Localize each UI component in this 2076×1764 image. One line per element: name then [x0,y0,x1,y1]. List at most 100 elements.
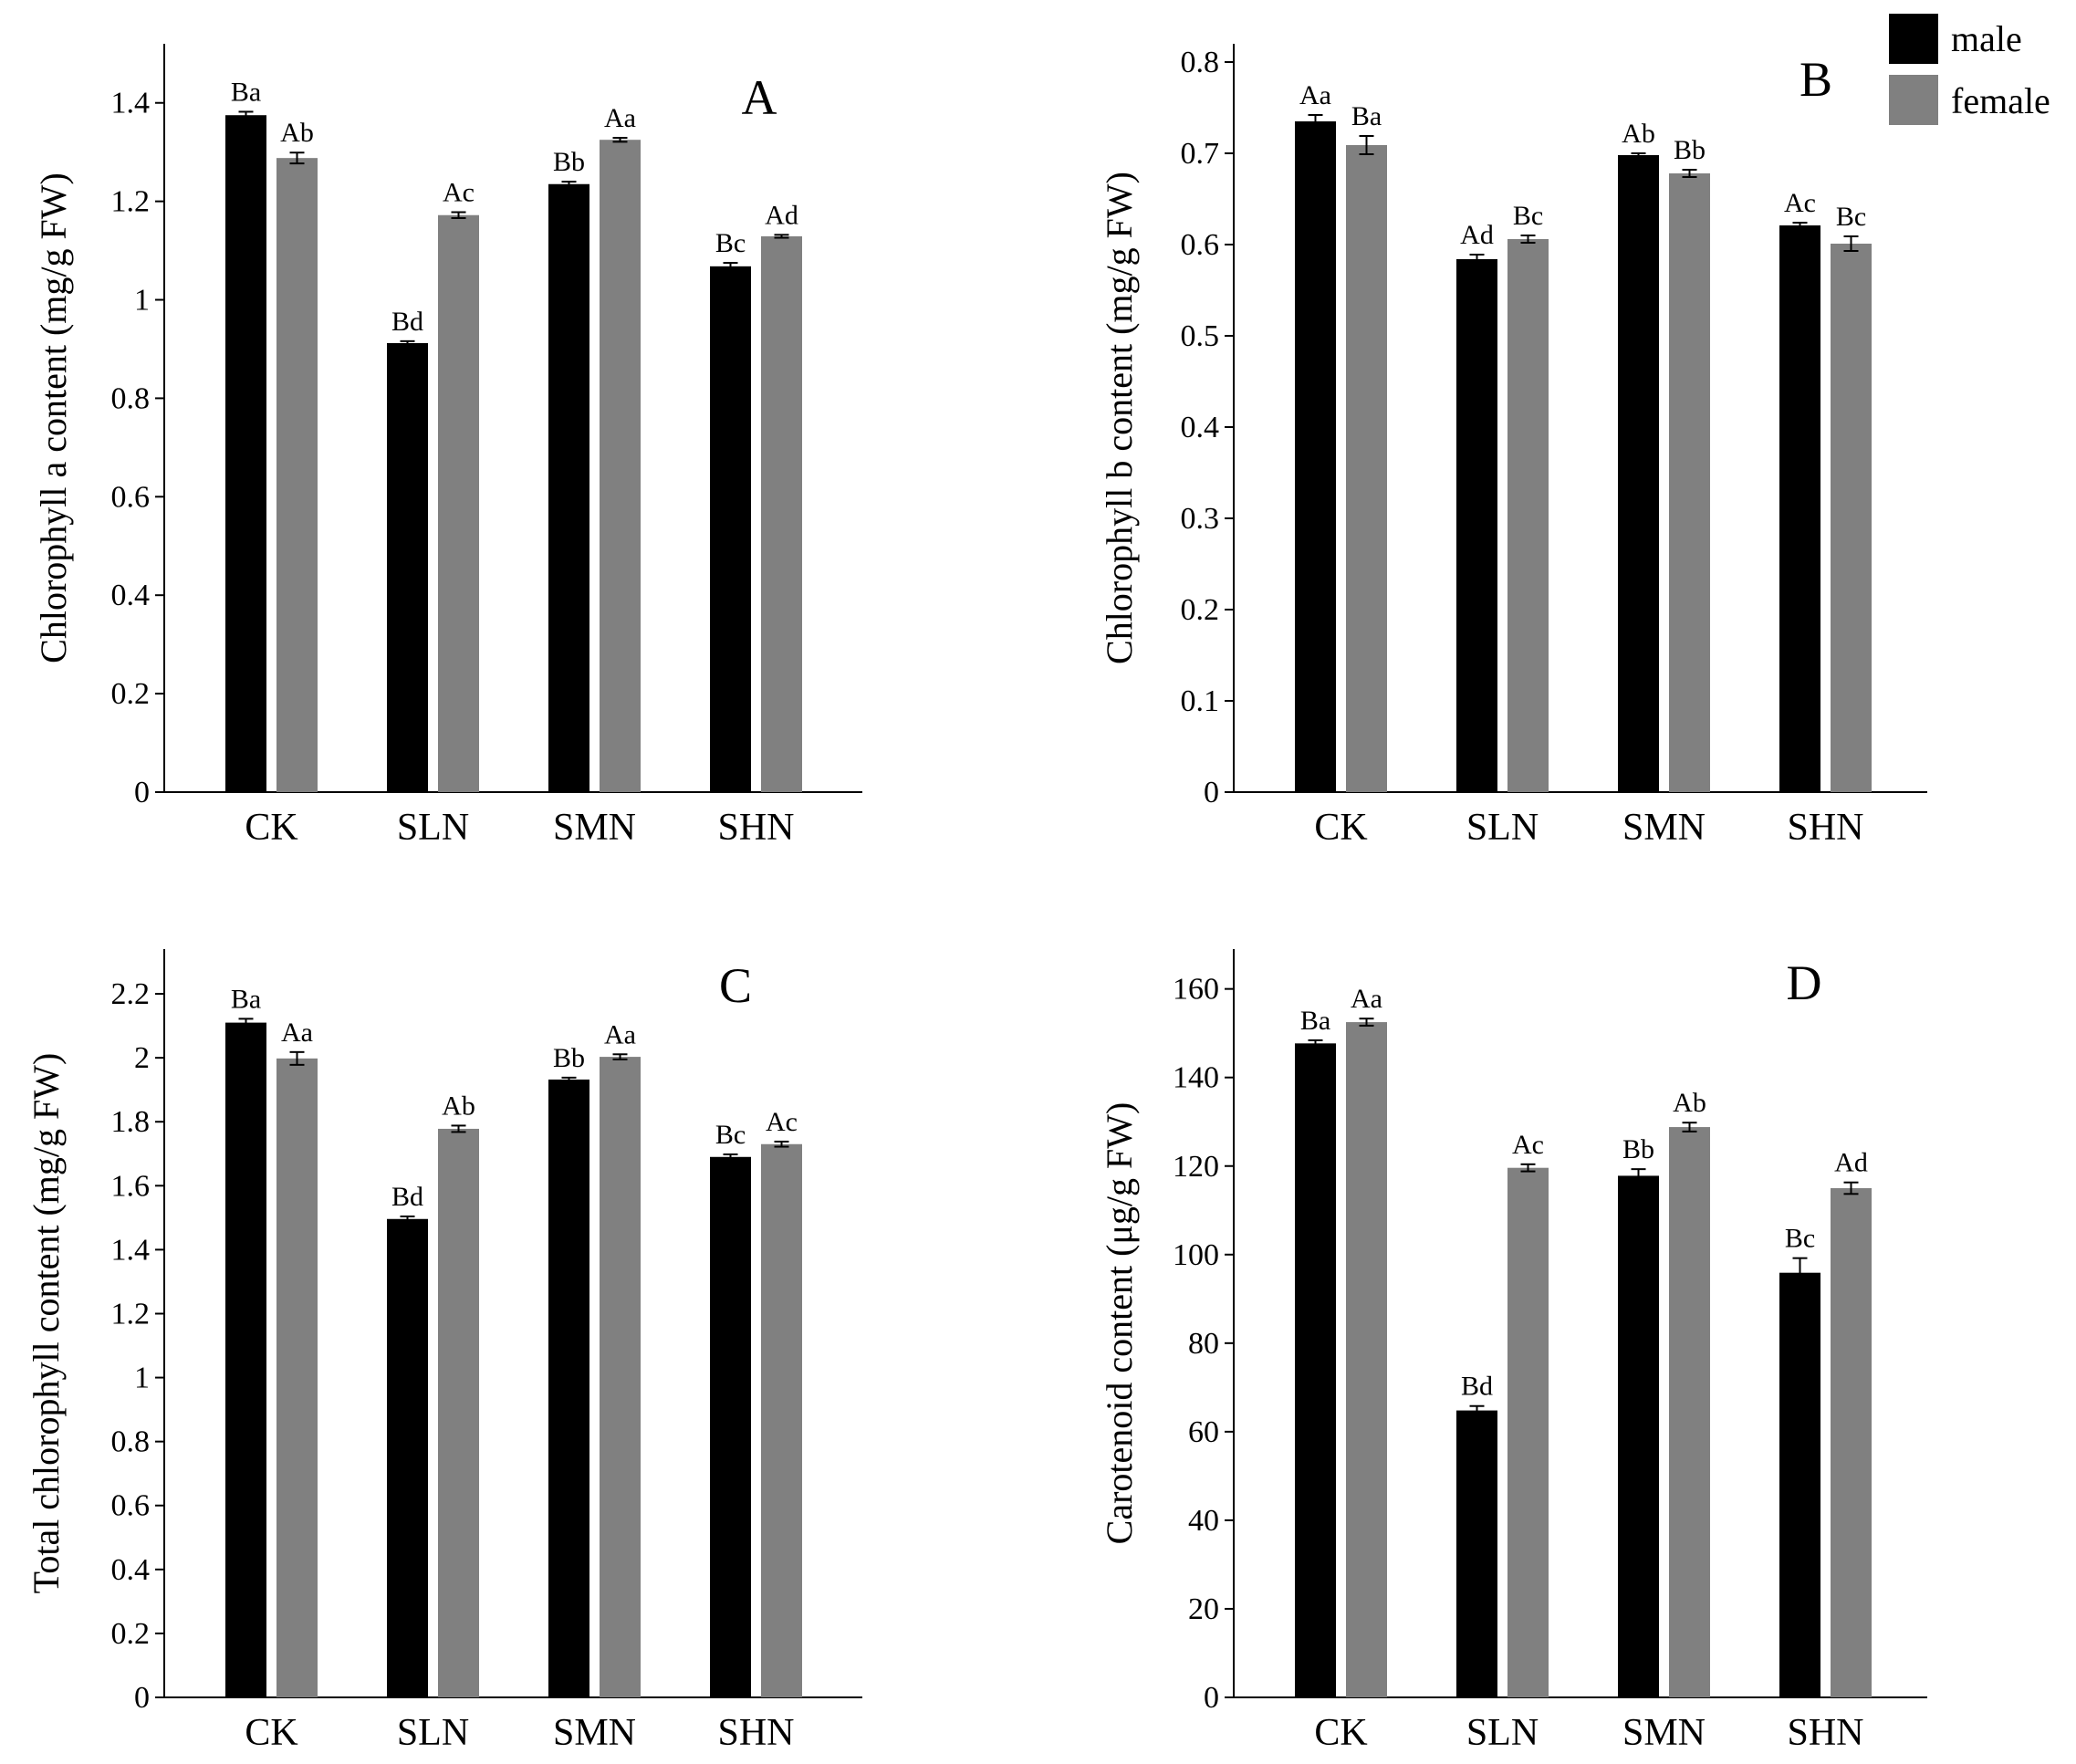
bar-male-shn [1779,1272,1820,1697]
significance-label: Ad [1834,1148,1868,1178]
y-tick-label: 2 [134,1041,150,1075]
bar-male-smn [548,183,589,792]
y-tick-label: 100 [1173,1238,1219,1272]
bar-female-sln [1507,239,1549,792]
bar-male-ck [1295,1043,1336,1697]
y-tick-label: 0.8 [111,1425,151,1459]
x-tick-label-sln: SLN [1466,1712,1539,1754]
significance-label: Bb [1674,135,1706,165]
significance-label: Bb [553,147,585,177]
significance-label: Aa [1351,984,1382,1014]
bar-female-ck [1346,145,1387,792]
y-tick-label: 1.8 [111,1105,151,1139]
legend-label-male: male [1951,18,2022,59]
x-tick-label-smn: SMN [553,807,636,849]
bar-male-sln [387,343,428,792]
bar-male-smn [548,1079,589,1697]
significance-label: Bc [715,228,746,258]
significance-label: Ac [1512,1130,1544,1160]
legend-label-female: female [1951,80,2050,121]
bar-female-smn [1669,173,1710,792]
panel-label: C [719,958,752,1013]
bar-female-smn [1669,1127,1710,1697]
y-axis-title: Total chlorophyll content (mg/g FW) [26,1053,67,1594]
y-tick-label: 0.2 [111,677,151,711]
significance-label: Bb [1622,1134,1654,1164]
x-tick-label-ck: CK [245,807,297,849]
legend-swatch-female [1889,75,1938,125]
y-tick-label: 1.6 [111,1169,151,1203]
legend: male female [1889,14,2050,125]
y-tick-label: 1.4 [111,87,151,120]
y-tick-label: 20 [1188,1592,1219,1626]
y-tick-label: 0.2 [111,1617,151,1651]
significance-label: Ac [1784,188,1816,218]
significance-label: Aa [604,103,636,133]
bar-male-shn [710,1156,751,1697]
y-tick-label: 0.6 [1181,228,1220,262]
significance-label: Ab [1622,119,1655,149]
y-tick-label: 1.4 [111,1233,151,1267]
chart-panel-a: 0 0.2 0.4 0.6 0.8 1 1.2 1.4 Chlorophyll a conten… [33,44,862,849]
significance-label: Aa [1299,80,1331,110]
bar-male-shn [710,266,751,792]
bar-female-sln [438,214,479,793]
y-tick-label: 0 [1204,776,1219,809]
bar-female-shn [1831,1188,1872,1697]
chart-panels: 0 0.2 0.4 0.6 0.8 1 1.2 1.4 Chlorophyll a conten… [26,44,1927,1754]
bar-female-ck [276,158,318,792]
bar-male-smn [1618,1175,1659,1697]
significance-label: Ba [231,984,261,1014]
significance-label: Aa [281,1018,313,1048]
y-tick-label: 120 [1173,1150,1219,1184]
y-tick-label: 0.4 [111,1553,151,1587]
bar-female-shn [761,1143,802,1697]
significance-label: Ba [1351,101,1382,131]
y-tick-label: 80 [1188,1327,1219,1361]
significance-label: Bd [391,1182,423,1212]
significance-label: Bd [391,307,423,337]
significance-label: Bd [1461,1372,1493,1402]
x-tick-label-sln: SLN [397,807,469,849]
chart-panel-d: 0 20 40 60 80 100 120 140 160 Carotenoid content … [1099,949,1927,1754]
bar-male-sln [1456,1410,1497,1697]
y-tick-label: 0 [134,776,150,809]
y-tick-label: 0.2 [1181,593,1220,627]
bar-male-sln [387,1218,428,1697]
y-tick-label: 0.8 [111,381,151,415]
x-tick-label-shn: SHN [717,1712,794,1754]
y-axis-title: Chlorophyll a content (mg/g FW) [33,172,74,663]
y-tick-label: 140 [1173,1061,1219,1095]
significance-label: Ba [1300,1006,1330,1036]
significance-label: Ad [765,200,798,230]
legend-swatch-male [1889,14,1938,64]
bar-female-smn [600,1057,641,1697]
x-tick-label-shn: SHN [1787,807,1863,849]
bar-female-smn [600,140,641,792]
significance-label: Ba [231,77,261,107]
y-axis-title: Carotenoid content (μg/g FW) [1099,1102,1140,1545]
bar-male-ck [225,1022,266,1697]
bar-female-shn [761,235,802,792]
y-tick-label: 0.3 [1181,502,1220,536]
bar-female-sln [438,1128,479,1697]
y-tick-label: 0.7 [1181,137,1220,171]
bar-female-shn [1831,244,1872,792]
y-tick-label: 0.6 [111,1489,151,1523]
x-tick-label-smn: SMN [553,1712,636,1754]
y-tick-label: 0 [134,1681,150,1715]
significance-label: Bb [553,1043,585,1073]
x-tick-label-shn: SHN [717,807,794,849]
y-tick-label: 0.4 [1181,411,1220,444]
y-axis-title: Chlorophyll b content (mg/g FW) [1099,172,1140,664]
y-tick-label: 1 [134,1362,150,1395]
significance-label: Bc [715,1120,746,1150]
x-tick-label-smn: SMN [1622,807,1706,849]
panel-label: B [1800,52,1832,107]
y-tick-label: 0 [1204,1681,1219,1715]
x-tick-label-ck: CK [1314,807,1367,849]
bar-female-ck [1346,1022,1387,1697]
panel-label: A [742,70,777,125]
bar-male-smn [1618,155,1659,792]
x-tick-label-sln: SLN [397,1712,469,1754]
